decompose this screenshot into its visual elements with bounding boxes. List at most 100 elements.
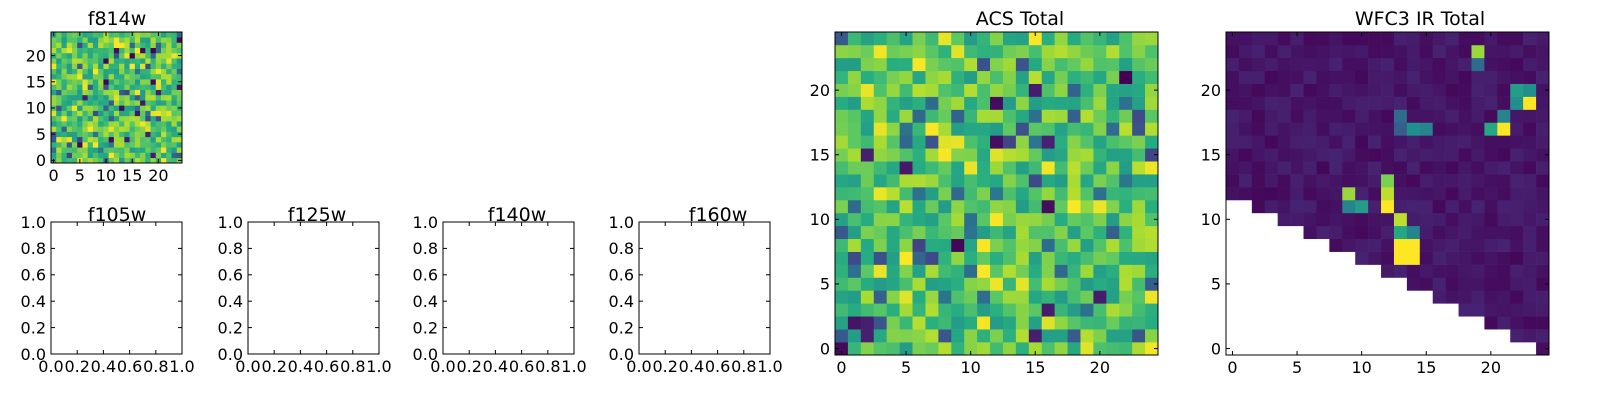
heatmap-cell xyxy=(835,96,849,110)
heatmap-cell xyxy=(150,157,157,164)
heatmap-cell xyxy=(1484,225,1498,240)
heatmap-cell xyxy=(990,32,1004,46)
heatmap-cell xyxy=(1497,57,1511,72)
heatmap-cell xyxy=(1316,225,1330,240)
heatmap-cell xyxy=(134,84,141,90)
heatmap-cell xyxy=(886,329,900,343)
heatmap-cell xyxy=(1132,212,1146,227)
heatmap-cell xyxy=(1432,57,1446,72)
heatmap-cell xyxy=(98,68,104,75)
heatmap-cell xyxy=(92,47,99,54)
heatmap-cell xyxy=(119,42,125,49)
heatmap-cell xyxy=(1002,70,1017,84)
heatmap-cell xyxy=(1002,251,1017,265)
heatmap-cell xyxy=(108,147,115,153)
heatmap-cell xyxy=(1028,199,1043,214)
heatmap-cell xyxy=(860,174,875,188)
heatmap-cell xyxy=(1041,122,1055,136)
heatmap-cell xyxy=(161,100,167,106)
heatmap-cell xyxy=(71,131,78,138)
heatmap-cell xyxy=(171,152,178,159)
y-tick-label: 10 xyxy=(810,210,830,229)
heatmap-cell xyxy=(1264,83,1278,97)
heatmap-cell xyxy=(155,131,162,138)
heatmap-cell xyxy=(113,115,120,122)
heatmap-cell xyxy=(1226,148,1240,162)
heatmap-cell xyxy=(103,37,109,43)
heatmap-cell xyxy=(103,136,109,143)
heatmap-cell xyxy=(1523,161,1537,175)
heatmap-cell xyxy=(1316,44,1330,59)
heatmap-cell xyxy=(98,89,104,96)
heatmap-cell xyxy=(171,115,178,122)
heatmap-cell xyxy=(925,199,939,214)
heatmap-cell xyxy=(1132,57,1146,72)
heatmap-cell xyxy=(925,238,939,252)
heatmap-cell xyxy=(1536,57,1550,72)
heatmap-cell xyxy=(119,84,125,90)
heatmap-cell xyxy=(1226,44,1240,59)
x-tick-label: 0.0 xyxy=(38,357,63,376)
heatmap-cell xyxy=(1458,44,1472,59)
heatmap-cell xyxy=(1145,57,1159,72)
heatmap-cell xyxy=(1264,135,1278,149)
heatmap-cell xyxy=(61,126,68,132)
heatmap-cell xyxy=(1316,161,1330,175)
heatmap-cell xyxy=(61,110,68,117)
heatmap-cell xyxy=(1406,122,1421,136)
heatmap-cell xyxy=(847,238,862,252)
heatmap-cell xyxy=(1119,148,1133,162)
heatmap-cell xyxy=(155,68,162,75)
heatmap-cell xyxy=(860,199,875,214)
heatmap-cell xyxy=(108,68,115,75)
heatmap-cell xyxy=(847,264,862,278)
heatmap-cell xyxy=(1080,342,1094,356)
heatmap-cell xyxy=(1054,199,1068,214)
heatmap-cell xyxy=(108,136,115,143)
heatmap-cell xyxy=(1471,32,1485,46)
heatmap-cell xyxy=(1484,251,1498,265)
heatmap-cell xyxy=(938,174,952,188)
heatmap-cell xyxy=(155,63,162,69)
heatmap-cell xyxy=(145,142,151,148)
heatmap-cell xyxy=(1355,44,1369,59)
heatmap-cell xyxy=(71,121,78,127)
heatmap-cell xyxy=(1458,122,1472,136)
y-tick-label: 10 xyxy=(26,99,46,118)
heatmap-cell xyxy=(119,142,125,148)
heatmap-cell xyxy=(92,100,99,106)
heatmap-cell xyxy=(1119,83,1133,97)
heatmap-cell xyxy=(1041,187,1055,201)
heatmap-cell xyxy=(51,68,57,75)
heatmap-cell xyxy=(886,148,900,162)
heatmap-cell xyxy=(66,32,73,38)
heatmap-cell xyxy=(1238,96,1253,110)
heatmap-cell xyxy=(1132,303,1146,317)
heatmap-cell xyxy=(925,96,939,110)
heatmap-cell xyxy=(145,84,151,90)
heatmap-cell xyxy=(1342,96,1356,110)
heatmap-cell xyxy=(66,52,73,59)
heatmap-cell xyxy=(1303,199,1317,214)
heatmap-cell xyxy=(835,342,849,356)
heatmap-cell xyxy=(1226,32,1240,46)
heatmap-cell xyxy=(847,225,862,240)
heatmap-cell xyxy=(66,89,73,96)
heatmap-cell xyxy=(150,79,157,85)
heatmap-cell xyxy=(1093,148,1107,162)
heatmap-cell xyxy=(1510,174,1524,188)
heatmap-cell xyxy=(161,147,167,153)
heatmap-cell xyxy=(1381,238,1395,252)
heatmap-cell xyxy=(899,316,913,330)
heatmap-cell xyxy=(119,100,125,106)
heatmap-cell xyxy=(938,83,952,97)
heatmap-cell xyxy=(1067,212,1081,227)
heatmap-cell xyxy=(1368,238,1382,252)
heatmap-cell xyxy=(1342,238,1356,252)
heatmap-cell xyxy=(1041,83,1055,97)
heatmap-cell xyxy=(98,42,104,49)
heatmap-cell xyxy=(1290,212,1304,227)
heatmap-cell xyxy=(938,212,952,227)
heatmap-cell xyxy=(1406,44,1421,59)
heatmap-cell xyxy=(1510,277,1524,291)
